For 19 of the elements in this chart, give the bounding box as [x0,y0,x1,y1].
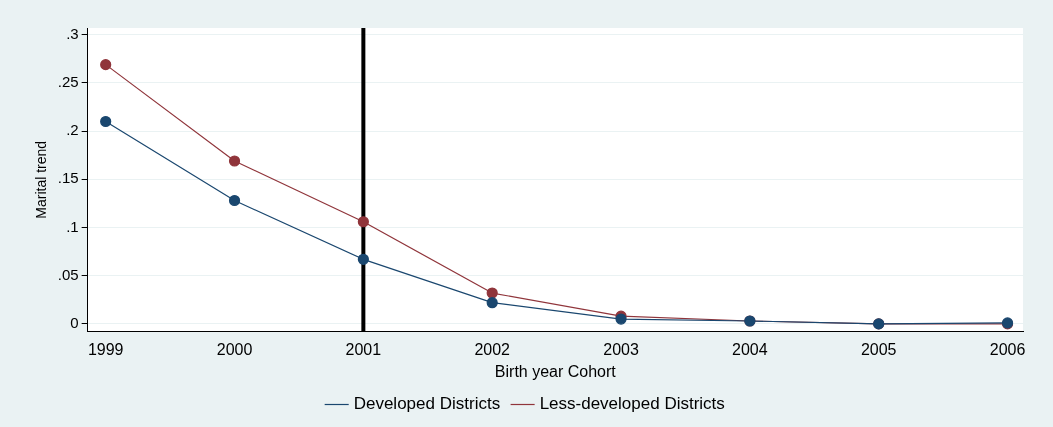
x-tick-label: 2003 [603,340,639,358]
x-tick-label: 2004 [732,340,768,358]
x-tick-label: 2002 [474,340,511,358]
y-tick-label: 0 [70,314,79,332]
y-axis-title: Marital trend [33,140,50,219]
x-tick-label: 2005 [860,340,897,358]
x-tick-label: 1999 [87,340,124,358]
legend-label: Less-developed Districts [539,394,725,414]
x-tick-label: 2000 [216,340,253,358]
legend-label: Developed Districts [353,394,501,414]
y-tick-label: .25 [57,73,79,91]
y-tick-label: .3 [66,24,79,42]
y-tick-label: .05 [57,265,79,283]
y-tick-label: .2 [66,121,79,139]
y-tick-label: .15 [57,169,79,187]
x-axis-title: Birth year Cohort [494,362,617,380]
x-tick-label: 2006 [989,340,1026,358]
y-tick-label: .1 [66,217,79,235]
x-tick-label: 2001 [345,340,382,358]
